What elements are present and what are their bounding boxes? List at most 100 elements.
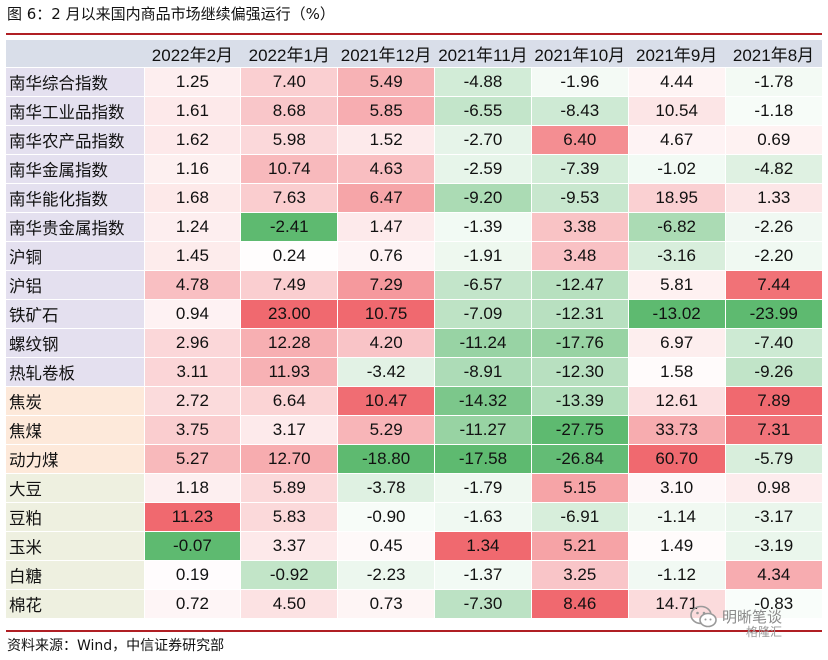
value-cell: -3.42 [337, 357, 435, 387]
value-cell: -1.79 [434, 473, 532, 503]
value-cell: 5.81 [627, 270, 726, 300]
value-cell: -7.30 [434, 589, 532, 618]
row-label: 南华农产品指数 [6, 125, 144, 155]
row-label: 南华金属指数 [6, 154, 144, 184]
value-cell: 2.72 [143, 386, 241, 416]
value-cell: 1.18 [143, 473, 241, 503]
value-cell: 7.89 [724, 386, 822, 416]
value-cell: 4.50 [240, 589, 338, 618]
value-cell: -9.53 [530, 183, 629, 213]
value-cell: 5.85 [337, 96, 435, 126]
value-cell: -7.39 [530, 154, 629, 184]
row-label: 焦炭 [6, 386, 144, 416]
column-header: 2021年10月 [531, 40, 629, 68]
value-cell: 0.45 [337, 531, 435, 561]
value-cell: -12.30 [530, 357, 629, 387]
value-cell: -18.80 [337, 444, 435, 474]
value-cell: -13.39 [530, 386, 629, 416]
row-label: 棉花 [6, 589, 144, 618]
table-row: 棉花 0.72 4.50 0.73 -7.30 8.46 14.71 -0.83 [6, 589, 822, 618]
table-row: 南华工业品指数 1.61 8.68 5.85 -6.55 -8.43 10.54 -1.18 [6, 96, 822, 126]
value-cell: -2.59 [434, 154, 532, 184]
value-cell: 4.34 [724, 560, 822, 590]
table-row: 南华综合指数 1.25 7.40 5.49 -4.88 -1.96 4.44 -1.78 [6, 67, 822, 97]
table-row: 焦炭 2.72 6.64 10.47 -14.32 -13.39 12.61 7.89 [6, 386, 822, 416]
value-cell: 5.89 [240, 473, 338, 503]
table-row: 白糖 0.19 -0.92 -2.23 -1.37 3.25 -1.12 4.34 [6, 560, 822, 590]
value-cell: 12.70 [240, 444, 338, 474]
value-cell: -11.24 [434, 328, 532, 358]
value-cell: 5.27 [143, 444, 241, 474]
value-cell: 10.47 [337, 386, 435, 416]
value-cell: 7.49 [240, 270, 338, 300]
value-cell: -6.57 [434, 270, 532, 300]
value-cell: 18.95 [627, 183, 726, 213]
value-cell: 7.63 [240, 183, 338, 213]
table-row: 铁矿石 0.94 23.00 10.75 -7.09 -12.31 -13.02 -23.99 [6, 299, 822, 329]
value-cell: 10.74 [240, 154, 338, 184]
row-label: 铁矿石 [6, 299, 144, 329]
table-row: 焦煤 3.75 3.17 5.29 -11.27 -27.75 33.73 7.31 [6, 415, 822, 445]
value-cell: -5.79 [724, 444, 822, 474]
watermark-subtext: 格隆汇 [746, 625, 783, 639]
value-cell: 1.52 [337, 125, 435, 155]
value-cell: -0.90 [337, 502, 435, 532]
value-cell: -3.16 [627, 241, 726, 271]
value-cell: 1.58 [627, 357, 726, 387]
value-cell: 23.00 [240, 299, 338, 329]
value-cell: -6.55 [434, 96, 532, 126]
value-cell: -3.78 [337, 473, 435, 503]
row-label: 沪铝 [6, 270, 144, 300]
figure-title: 图 6：2 月以来国内商品市场继续偏强运行（%） [7, 5, 335, 23]
value-cell: -12.31 [530, 299, 629, 329]
source-note: 资料来源：Wind，中信证券研究部 [7, 638, 225, 654]
value-cell: 0.72 [143, 589, 241, 618]
value-cell: 3.37 [240, 531, 338, 561]
value-cell: 33.73 [627, 415, 726, 445]
value-cell: 7.31 [724, 415, 822, 445]
table-row: 玉米 -0.07 3.37 0.45 1.34 5.21 1.49 -3.19 [6, 531, 822, 561]
value-cell: 4.67 [627, 125, 726, 155]
value-cell: -4.82 [724, 154, 822, 184]
table-row: 动力煤 5.27 12.70 -18.80 -17.58 -26.84 60.70 -5.79 [6, 444, 822, 474]
value-cell: 4.44 [627, 67, 726, 97]
header-corner [6, 40, 144, 68]
value-cell: -0.07 [143, 531, 241, 561]
value-cell: 3.11 [143, 357, 241, 387]
value-cell: -9.26 [724, 357, 822, 387]
value-cell: 6.40 [530, 125, 629, 155]
value-cell: -2.20 [724, 241, 822, 271]
value-cell: -1.37 [434, 560, 532, 590]
column-header: 2022年2月 [144, 40, 241, 68]
value-cell: 3.48 [530, 241, 629, 271]
watermark: 明晰笔谈 格隆汇 [690, 604, 824, 639]
value-cell: -6.82 [627, 212, 726, 242]
row-label: 南华工业品指数 [6, 96, 144, 126]
value-cell: 5.29 [337, 415, 435, 445]
value-cell: -3.19 [724, 531, 822, 561]
value-cell: -2.41 [240, 212, 338, 242]
row-label: 南华贵金属指数 [6, 212, 144, 242]
row-label: 大豆 [6, 473, 144, 503]
value-cell: 5.49 [337, 67, 435, 97]
bottom-rule [6, 630, 822, 632]
value-cell: -1.02 [627, 154, 726, 184]
value-cell: 1.34 [434, 531, 532, 561]
value-cell: 1.45 [143, 241, 241, 271]
value-cell: 1.47 [337, 212, 435, 242]
top-rule [6, 33, 822, 35]
value-cell: 5.15 [530, 473, 629, 503]
value-cell: 5.21 [530, 531, 629, 561]
value-cell: 3.75 [143, 415, 241, 445]
value-cell: 60.70 [627, 444, 726, 474]
value-cell: 6.64 [240, 386, 338, 416]
table-row: 南华金属指数 1.16 10.74 4.63 -2.59 -7.39 -1.02 -4.82 [6, 154, 822, 184]
value-cell: 2.96 [143, 328, 241, 358]
value-cell: 7.40 [240, 67, 338, 97]
value-cell: -27.75 [530, 415, 629, 445]
value-cell: -26.84 [530, 444, 629, 474]
value-cell: 0.76 [337, 241, 435, 271]
value-cell: -1.39 [434, 212, 532, 242]
value-cell: 0.94 [143, 299, 241, 329]
table-row: 沪铝 4.78 7.49 7.29 -6.57 -12.47 5.81 7.44 [6, 270, 822, 300]
